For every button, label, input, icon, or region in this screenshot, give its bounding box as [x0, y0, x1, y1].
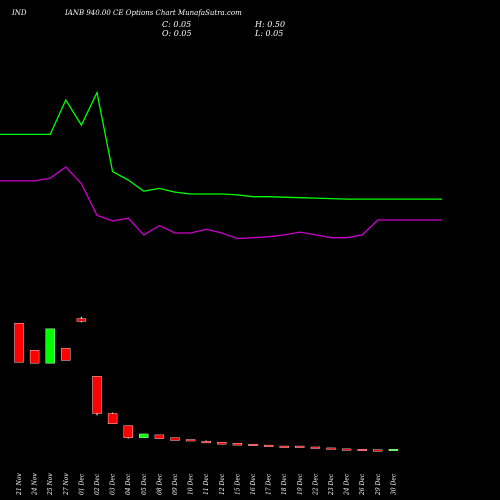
x-tick-label: 09 Dec [172, 473, 179, 495]
candle-body [45, 328, 55, 364]
candle [388, 449, 399, 452]
ohlc-close-label: C: 0.05 [162, 20, 192, 29]
x-tick-label: 22 Dec [312, 473, 319, 496]
x-tick-label: 18 Dec [281, 473, 288, 495]
candle [201, 440, 211, 444]
candle [295, 445, 305, 448]
candle-body [61, 348, 71, 361]
ohlc-open-label: O: 0.05 [162, 29, 192, 38]
candle-body [248, 443, 258, 446]
candle [373, 449, 383, 452]
candle-body [279, 445, 289, 448]
candle [232, 443, 243, 446]
candle [92, 376, 102, 416]
chart-title: IANB 940.00 CE Options Chart MunafaSutra… [65, 9, 242, 17]
x-tick-label: 21 Nov [16, 473, 23, 496]
x-tick-label: 24 Nov [32, 473, 39, 496]
indicator-line-1 [0, 90, 442, 200]
candle-body [341, 448, 352, 451]
candle [123, 425, 133, 439]
candle [310, 446, 321, 449]
candle-body [185, 439, 196, 442]
candle-body [263, 444, 274, 447]
candle [357, 449, 367, 452]
candle [61, 348, 71, 361]
x-tick-label: 30 Dec [390, 473, 397, 495]
candles [14, 316, 399, 452]
candle-body [92, 376, 102, 414]
candle [326, 447, 336, 450]
candle [14, 323, 24, 363]
x-tick-labels: 21 Nov 24 Nov 25 Nov 27 Nov 01 Dec 02 Dec 03 D… [16, 473, 397, 496]
candle [29, 350, 40, 364]
ohlc-high-label: H: 0.50 [255, 20, 286, 29]
x-tick-label: 04 Dec [125, 473, 132, 495]
x-tick-label: 27 Nov [63, 473, 70, 496]
candle [248, 443, 258, 446]
x-tick-label: 16 Dec [250, 473, 257, 495]
candle-body [357, 449, 367, 452]
candle [185, 439, 196, 442]
x-tick-label: 19 Dec [297, 473, 304, 495]
x-tick-label: 25 Nov [47, 473, 54, 496]
candle-body [139, 433, 149, 438]
candle-body [14, 323, 24, 363]
candle-body [326, 447, 336, 450]
candle [154, 434, 165, 439]
candle-body [154, 434, 165, 439]
x-tick-label: 03 Dec [110, 473, 117, 495]
x-tick-label: 08 Dec [156, 473, 163, 495]
candle [45, 328, 55, 364]
x-tick-label: 01 Dec [78, 473, 85, 495]
candle [76, 316, 87, 323]
candle-body [170, 437, 180, 441]
x-tick-label: 11 Dec [203, 473, 210, 495]
candle-body [76, 318, 87, 322]
indicator-lines [0, 90, 442, 240]
candle-body [217, 442, 227, 445]
candle [279, 445, 289, 448]
x-tick-label: 05 Dec [141, 473, 148, 495]
ohlc-low-label: L: 0.05 [255, 29, 284, 38]
candle-body [310, 446, 321, 449]
candle-body [201, 441, 211, 444]
x-tick-label: 29 Dec [375, 473, 382, 496]
candle-body [295, 445, 305, 448]
candle [107, 412, 118, 424]
x-tick-label: 02 Dec [94, 473, 101, 495]
x-tick-label: 23 Dec [328, 473, 335, 496]
x-tick-label: 10 Dec [188, 473, 195, 495]
candle [341, 448, 352, 451]
x-tick-label: 15 Dec [234, 473, 241, 495]
candle-body [388, 449, 399, 452]
x-tick-label: 26 Dec [359, 473, 366, 496]
x-tick-label: 24 Dec [344, 473, 351, 496]
candle-body [232, 443, 243, 446]
candle [170, 437, 180, 441]
candle [263, 444, 274, 447]
x-tick-label: 12 Dec [219, 473, 226, 495]
candle [139, 433, 149, 438]
symbol-label: IND [12, 9, 27, 17]
candle-body [123, 425, 133, 438]
candle-body [373, 449, 383, 452]
x-tick-label: 17 Dec [266, 473, 273, 495]
candle-body [107, 413, 118, 424]
indicator-line-2 [0, 166, 442, 240]
candle-body [29, 350, 40, 364]
candle [217, 442, 227, 445]
